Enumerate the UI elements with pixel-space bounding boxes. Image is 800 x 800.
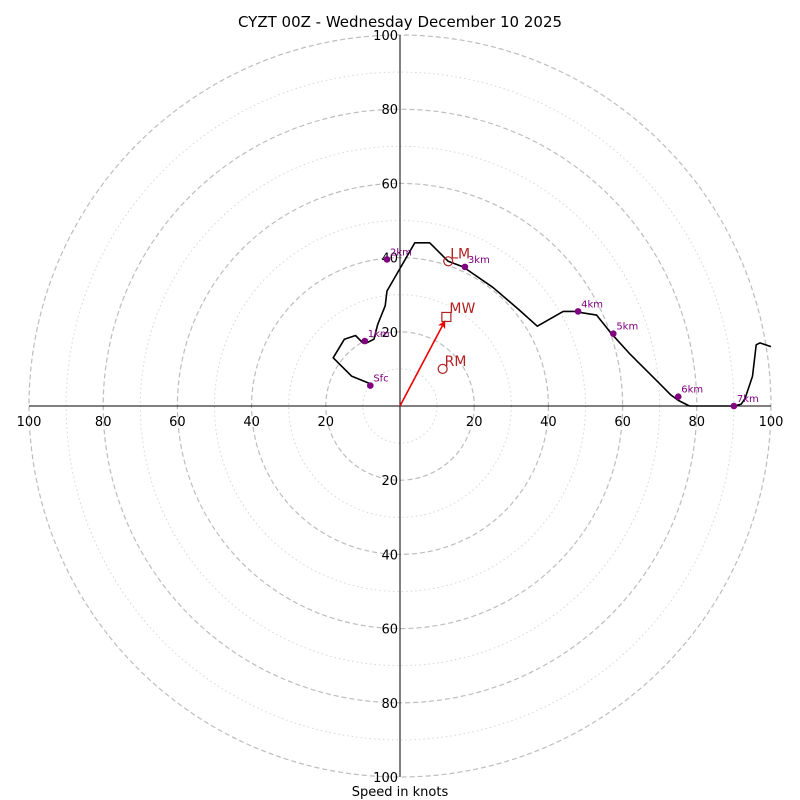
tick-label-left: 60 [169, 415, 186, 430]
storm-motion: MW LM RM [399, 246, 475, 407]
height-marker [610, 330, 617, 337]
right-mover-label: RM [445, 354, 467, 370]
height-label: 4km [581, 299, 603, 310]
height-label: Sfc [373, 374, 388, 385]
height-marker [361, 337, 369, 345]
x-axis-label: Speed in knots [352, 785, 449, 800]
wind-trace [332, 242, 772, 407]
height-marker [574, 308, 582, 315]
tick-label-top: 60 [381, 177, 398, 192]
tick-label-right: 20 [466, 415, 483, 430]
height-label: 1km [368, 329, 390, 340]
mean-wind-marker [441, 311, 452, 323]
tick-label-bottom: 100 [373, 771, 398, 786]
height-label: 6km [681, 385, 703, 396]
height-markers: Sfc 1km 2km 3km 4km 5km 6km 7km [361, 247, 759, 410]
right-mover-marker [437, 363, 448, 374]
height-marker [730, 402, 738, 410]
tick-label-right: 80 [689, 415, 706, 430]
tick-label-right: 100 [759, 415, 784, 430]
mean-wind-arrow [399, 320, 446, 407]
tick-label-right: 40 [540, 415, 557, 430]
tick-label-bottom: 40 [381, 548, 398, 563]
left-mover-label: LM [450, 246, 470, 262]
tick-label-left: 80 [95, 415, 112, 430]
height-label: 2km [390, 247, 412, 258]
height-label: 7km [737, 394, 759, 405]
tick-label-left: 100 [17, 415, 42, 430]
mean-wind-label: MW [449, 301, 475, 317]
height-label: 5km [616, 322, 638, 333]
height-marker [674, 393, 682, 401]
height-marker [461, 263, 469, 271]
tick-label-top: 80 [381, 103, 398, 118]
height-marker [383, 256, 391, 263]
tick-label-top: 20 [381, 326, 398, 341]
tick-label-bottom: 60 [381, 623, 398, 638]
tick-label-right: 60 [614, 415, 631, 430]
tick-label-bottom: 20 [381, 474, 398, 489]
height-marker [367, 382, 374, 389]
left-mover-marker [443, 256, 454, 267]
wind-trace-line [332, 242, 772, 407]
tick-label-bottom: 80 [381, 697, 398, 712]
tick-label-top: 100 [373, 29, 398, 44]
chart-title: CYZT 00Z - Wednesday December 10 2025 [238, 13, 562, 31]
tick-label-left: 40 [243, 415, 260, 430]
height-label: 3km [468, 255, 490, 266]
tick-label-left: 20 [318, 415, 335, 430]
